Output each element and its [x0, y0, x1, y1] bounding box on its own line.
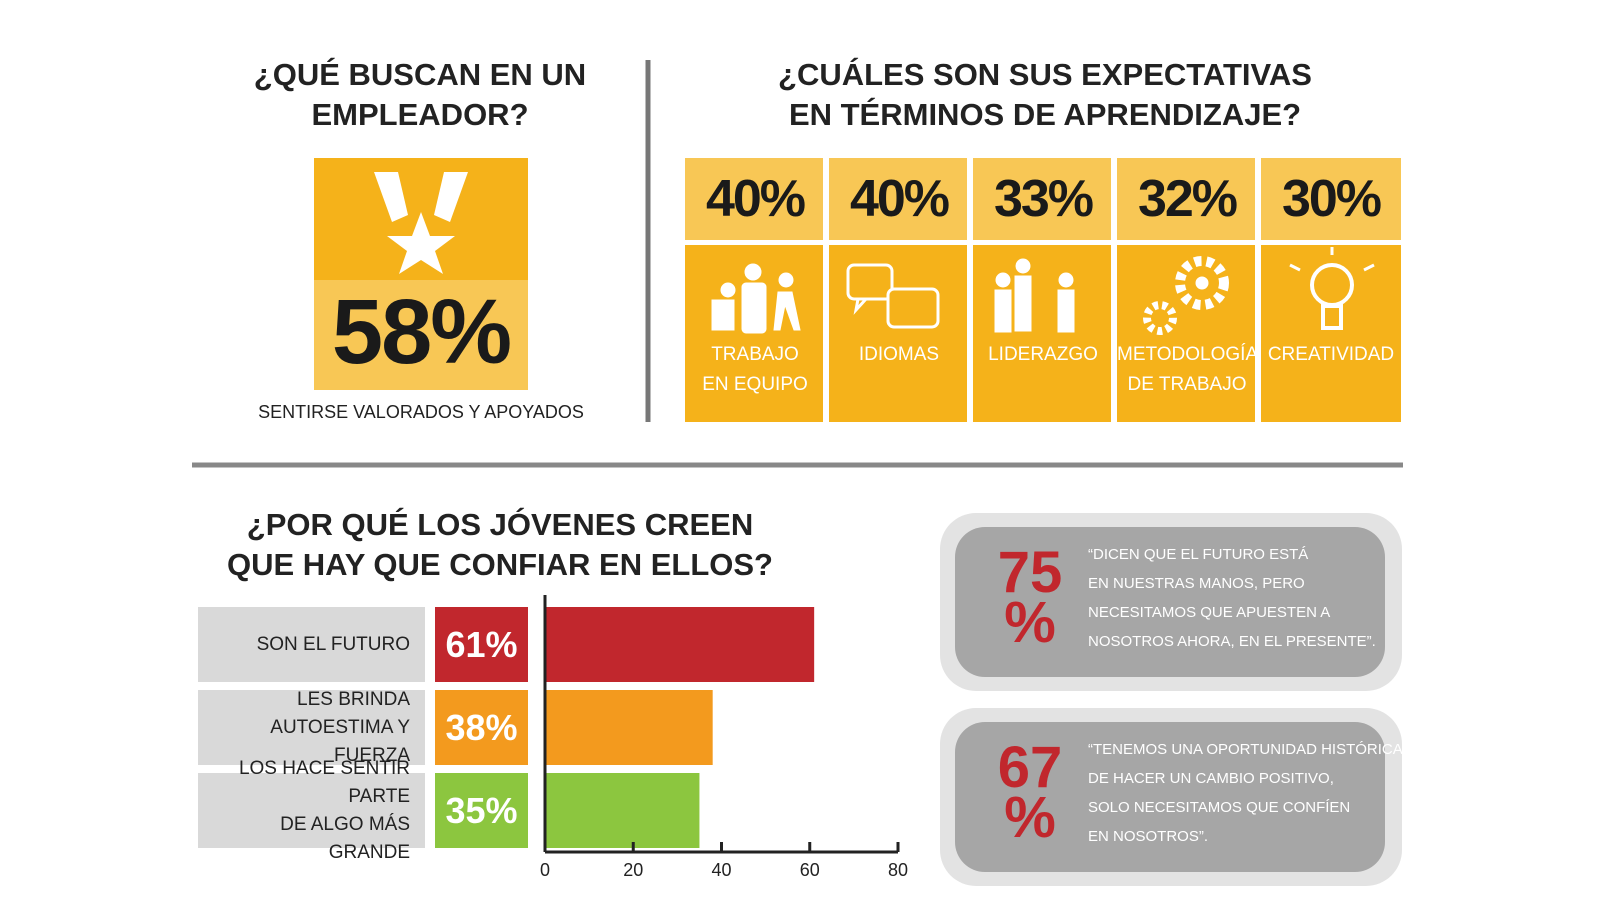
value-label: 35%: [445, 789, 518, 831]
quote-panel: [955, 527, 1385, 677]
section-title: ¿QUÉ BUSCAN EN UN EMPLEADOR?: [200, 55, 640, 135]
item-label: TRABAJO EN EQUIPO: [685, 340, 825, 400]
value-panel: [435, 690, 528, 765]
category-label: SON EL FUTURO: [200, 607, 410, 682]
item-label: IDIOMAS: [829, 340, 969, 370]
value-line: %: [1004, 590, 1056, 655]
title-line: EMPLEADOR?: [311, 97, 529, 132]
x-tick-label: 20: [623, 860, 643, 880]
learning-icons: [711, 247, 1375, 335]
x-tick-label: 40: [711, 860, 731, 880]
quote-value: 75%: [985, 540, 1075, 655]
quote-line: DE HACER UN CAMBIO POSITIVO,: [1088, 770, 1334, 787]
learning-panels: [685, 158, 1401, 422]
item-value: 40%: [849, 170, 950, 228]
title-line: QUE HAY QUE CONFIAR EN ELLOS?: [226, 547, 773, 582]
value-panel: [435, 773, 528, 848]
label-line: TRABAJO: [711, 344, 799, 365]
value-panel: [435, 607, 528, 682]
quote-line: EN NUESTRAS MANOS, PERO: [1088, 575, 1305, 592]
category-panel: [198, 607, 425, 682]
title-line: ¿CUÁLES SON SUS EXPECTATIVAS: [778, 57, 1312, 92]
category-line: LES BRINDA: [297, 688, 410, 710]
category-line: SON EL FUTURO: [256, 633, 410, 655]
label-line: METODOLOGÍA: [1117, 344, 1259, 365]
label-line: DE TRABAJO: [1127, 374, 1247, 395]
x-tick-label: 0: [540, 860, 550, 880]
x-tick-label: 80: [888, 860, 908, 880]
x-tick-label: 60: [800, 860, 820, 880]
label-line: CREATIVIDAD: [1267, 344, 1395, 365]
category-line: AUTOESTIMA Y FUERZA: [270, 716, 410, 766]
category-panel: [198, 690, 425, 765]
caption: SENTIRSE VALORADOS Y APOYADOS: [258, 402, 584, 422]
category-line: DE ALGO MÁS GRANDE: [280, 813, 410, 863]
quote-value: 67%: [985, 735, 1075, 850]
quote-line: NOSOTROS AHORA, EN EL PRESENTE”.: [1088, 633, 1376, 650]
quote-panel: [955, 722, 1385, 872]
item-label: LIDERAZGO: [973, 340, 1113, 370]
section-title: ¿POR QUÉ LOS JÓVENES CREEN QUE HAY QUE C…: [190, 505, 810, 585]
quote-line: “DICEN QUE EL FUTURO ESTÁ: [1088, 546, 1309, 563]
label-line: EN EQUIPO: [702, 374, 808, 395]
item-value: 40%: [705, 170, 806, 228]
value-line: 67: [997, 735, 1063, 800]
value-line: 75: [997, 540, 1063, 605]
quote-text: “DICEN QUE EL FUTURO ESTÁ EN NUESTRAS MAN…: [1088, 540, 1388, 656]
bar: [545, 773, 700, 848]
bar-chart: 0 20 40 60 80: [198, 595, 908, 880]
bar: [545, 607, 815, 682]
medal-icon: [374, 172, 468, 274]
item-value: 32%: [1137, 170, 1238, 228]
bar: [545, 690, 713, 765]
quote-line: EN NOSOTROS”.: [1088, 828, 1209, 845]
value-label: 61%: [445, 623, 518, 665]
item-value: 33%: [993, 170, 1094, 228]
title-line: ¿POR QUÉ LOS JÓVENES CREEN: [246, 507, 754, 542]
item-value: 30%: [1281, 170, 1382, 228]
category-label: LOS HACE SENTIR PARTE DE ALGO MÁS GRANDE: [200, 758, 410, 863]
section-title: ¿CUÁLES SON SUS EXPECTATIVAS EN TÉRMINOS…: [690, 55, 1400, 135]
label-line: LIDERAZGO: [988, 344, 1098, 365]
item-label: CREATIVIDAD: [1261, 340, 1401, 370]
value-line: %: [1004, 785, 1056, 850]
quote-text: “TENEMOS UNA OPORTUNIDAD HISTÓRICA DE HAC…: [1088, 735, 1403, 851]
quote-line: “TENEMOS UNA OPORTUNIDAD HISTÓRICA: [1088, 741, 1403, 758]
label-line: IDIOMAS: [858, 344, 940, 365]
title-line: EN TÉRMINOS DE APRENDIZAJE?: [788, 97, 1302, 132]
value-label: 38%: [445, 706, 518, 748]
category-line: LOS HACE SENTIR PARTE: [238, 757, 410, 807]
item-label: METODOLOGÍA DE TRABAJO: [1117, 340, 1259, 400]
category-panel: [198, 773, 425, 848]
quote-line: SOLO NECESITAMOS QUE CONFÍEN: [1088, 799, 1351, 816]
title-line: ¿QUÉ BUSCAN EN UN: [253, 57, 587, 92]
value-panel: [314, 280, 528, 390]
quote-line: NECESITAMOS QUE APUESTEN A: [1088, 604, 1331, 621]
category-label: LES BRINDA AUTOESTIMA Y FUERZA: [200, 689, 410, 766]
big-value: 58%: [331, 281, 512, 383]
